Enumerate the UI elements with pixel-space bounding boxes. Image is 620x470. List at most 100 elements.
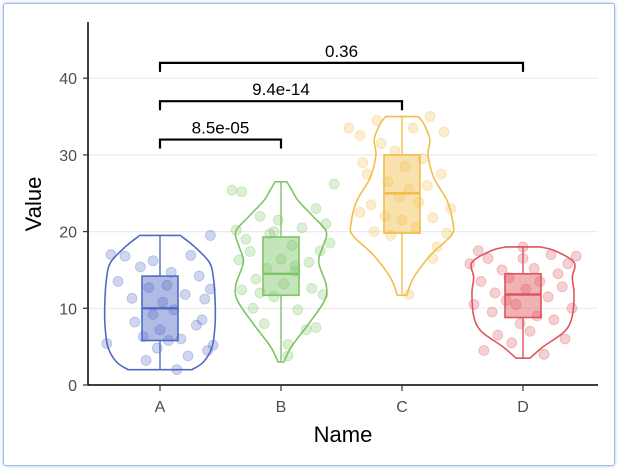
boxplots [141,116,542,370]
point-C-8 [379,210,391,222]
point-D-27 [562,258,574,270]
point-A-16 [171,364,183,376]
x-tick-label-D: D [517,399,529,416]
point-B-20 [292,304,304,316]
point-B-17 [282,338,294,350]
point-A-26 [207,339,219,351]
point-C-9 [382,176,394,188]
point-C-21 [424,111,436,122]
point-A-24 [202,345,214,356]
violin-B [234,180,328,363]
point-B-22 [300,324,312,336]
point-A-3 [126,292,138,304]
point-B-0 [226,184,238,196]
point-D-6 [489,287,501,299]
point-C-6 [371,114,383,126]
point-B-35 [289,260,301,272]
point-A-21 [193,270,205,282]
point-B-9 [254,210,266,222]
x-ticks: A B C D [155,385,529,416]
point-D-25 [556,281,568,293]
point-C-7 [375,137,387,149]
point-C-4 [365,199,377,211]
point-D-26 [559,333,571,345]
x-axis-title: Name [314,422,373,447]
point-D-23 [548,314,560,326]
jitter-points [101,111,582,376]
point-C-14 [399,161,411,172]
point-B-24 [306,282,318,294]
point-B-34 [268,226,280,238]
point-A-23 [199,293,211,305]
point-D-10 [503,272,515,284]
y-tick-label-30: 30 [59,148,77,165]
point-C-0 [343,122,355,134]
point-B-18 [286,240,298,251]
point-C-28 [403,289,415,300]
point-A-5 [137,331,149,343]
point-A-28 [105,249,117,261]
point-C-16 [407,122,419,134]
point-C-27 [445,203,457,214]
point-D-4 [482,253,494,264]
x-tick-label-C: C [396,399,408,416]
point-A-1 [112,276,124,287]
x-tick-label-A: A [155,399,166,416]
point-C-23 [431,241,443,253]
y-tick-label-0: 0 [68,378,77,395]
y-tick-label-10: 10 [59,301,77,318]
point-D-24 [552,268,564,280]
point-D-20 [538,348,550,360]
point-B-25 [310,203,322,214]
point-B-10 [258,318,270,330]
point-C-13 [396,214,408,226]
point-D-0 [464,258,476,270]
point-B-5 [240,233,252,245]
point-B-4 [236,284,248,296]
point-D-19 [534,276,546,287]
point-B-14 [272,214,284,226]
point-C-20 [421,180,433,191]
point-B-8 [250,273,262,285]
point-D-22 [545,249,557,261]
violins [103,115,576,371]
figure-frame [3,3,615,466]
point-B-6 [244,246,256,257]
y-tick-label-20: 20 [59,225,77,242]
point-D-29 [570,250,582,262]
point-B-21 [296,222,308,234]
point-D-16 [524,325,536,337]
point-B-27 [317,289,329,300]
pvalue-label-A-B: 8.5e-05 [192,119,250,138]
point-A-4 [129,316,141,328]
point-B-7 [247,302,259,314]
point-B-33 [282,350,294,362]
violin-D [470,246,576,359]
box-B [262,236,300,297]
point-B-2 [230,224,242,236]
point-D-1 [468,299,480,310]
point-B-13 [268,291,280,303]
point-C-29 [354,207,366,218]
point-C-25 [438,126,450,138]
bracket-A-D [158,61,525,72]
point-B-29 [324,237,336,249]
point-C-3 [361,168,373,180]
point-B-30 [328,178,340,190]
point-A-22 [196,314,208,326]
violin-C [349,115,455,297]
point-A-2 [119,250,131,262]
point-A-27 [204,230,216,241]
point-D-2 [475,276,487,287]
point-A-19 [182,350,194,362]
point-D-5 [486,306,498,318]
point-B-1 [236,186,248,198]
point-A-18 [179,289,191,300]
point-C-22 [427,212,439,224]
pvalue-label-A-D: 0.36 [325,42,358,61]
point-A-25 [204,283,216,295]
point-D-17 [528,263,540,274]
point-C-2 [357,157,369,168]
point-C-11 [389,145,401,157]
point-A-9 [147,255,159,267]
